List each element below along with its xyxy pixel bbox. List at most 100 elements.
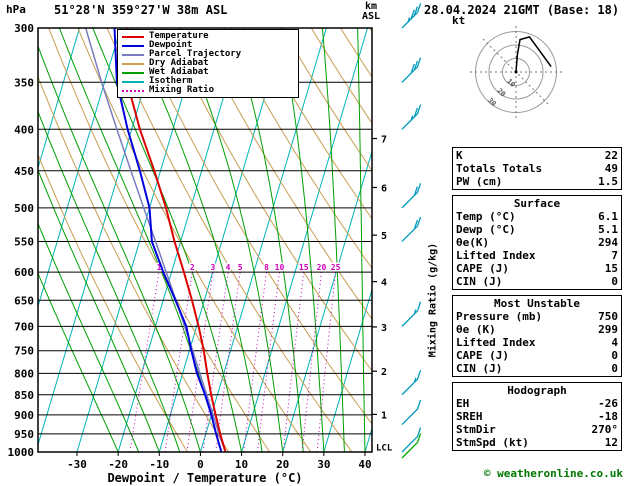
hodograph-ring-label: 30 bbox=[486, 96, 498, 108]
pressure-tick-label: 350 bbox=[14, 76, 34, 89]
legend-swatch bbox=[122, 80, 144, 83]
metric-value: 15 bbox=[604, 262, 618, 275]
mixing-ratio-label: 1 bbox=[157, 263, 162, 272]
pressure-tick-label: 650 bbox=[14, 294, 34, 307]
pressure-tick-label: 850 bbox=[14, 389, 34, 402]
temperature-curve bbox=[125, 28, 227, 452]
panel-row-sreh: SREH -18 bbox=[456, 410, 618, 423]
metric-value: 0 bbox=[611, 275, 618, 288]
panel-row-cape-j-: CAPE (J) 0 bbox=[456, 349, 618, 362]
legend-item-parcel-trajectory: Parcel Trajectory bbox=[122, 50, 294, 59]
mixing-ratio-label: 8 bbox=[264, 263, 269, 272]
km-axis-unit: km bbox=[365, 1, 378, 12]
metric-label: StmDir bbox=[456, 423, 496, 436]
panel-row-totals-totals: Totals Totals 49 bbox=[456, 162, 618, 175]
legend-swatch bbox=[122, 89, 144, 92]
km-tick-label: 2 bbox=[381, 367, 387, 378]
metric-label: Dewp (°C) bbox=[456, 223, 516, 236]
panel-row-pressure-mb-: Pressure (mb) 750 bbox=[456, 310, 618, 323]
pressure-tick-label: 450 bbox=[14, 165, 34, 178]
panel-row-cin-j-: CIN (J) 0 bbox=[456, 362, 618, 375]
pressure-tick-label: 300 bbox=[14, 22, 34, 35]
wind-barb bbox=[401, 104, 422, 130]
mixing-ratio-label: 10 bbox=[275, 263, 285, 272]
temp-tick-label: 20 bbox=[276, 458, 289, 471]
km-axis-label: km ASL bbox=[362, 2, 380, 22]
metric-label: θe(K) bbox=[456, 236, 490, 249]
metric-value: 294 bbox=[598, 236, 618, 249]
pressure-tick-label: 400 bbox=[14, 123, 34, 136]
temp-tick-label: 40 bbox=[358, 458, 371, 471]
mixing-ratio-line bbox=[256, 272, 280, 452]
temp-tick-label: -10 bbox=[149, 458, 169, 471]
mixing-ratio-axis-label: Mixing Ratio (g/kg) bbox=[427, 242, 439, 358]
legend-item-temperature: Temperature bbox=[122, 32, 294, 41]
sounding-curves bbox=[84, 28, 227, 452]
isotherm-line bbox=[117, 28, 245, 452]
pressure-tick-label: 700 bbox=[14, 320, 34, 333]
metric-value: 0 bbox=[611, 349, 618, 362]
legend-label: Mixing Ratio bbox=[149, 85, 215, 95]
hodograph-ring-label: 20 bbox=[495, 87, 507, 99]
metric-label: Totals Totals bbox=[456, 162, 543, 175]
metric-label: EH bbox=[456, 397, 470, 410]
isotherm-line bbox=[282, 149, 372, 452]
panel-section-title: Most Unstable bbox=[493, 297, 581, 310]
legend-item-mixing-ratio: Mixing Ratio bbox=[122, 86, 294, 95]
dry-adiabat-line bbox=[252, 28, 372, 220]
temp-tick-label: -20 bbox=[108, 458, 128, 471]
pressure-tick-label: 900 bbox=[14, 409, 34, 422]
isotherm-line bbox=[38, 28, 122, 309]
wind-barb bbox=[401, 399, 422, 426]
mixing-ratio-label: 25 bbox=[331, 263, 341, 272]
legend-label: Wet Adiabat bbox=[149, 67, 209, 77]
hodograph-ring bbox=[502, 58, 530, 86]
legend-label: Dry Adiabat bbox=[149, 58, 209, 68]
mixing-ratio-label: 15 bbox=[299, 263, 309, 272]
mixing-ratio-line bbox=[282, 272, 305, 452]
metric-value: 750 bbox=[598, 310, 618, 323]
panel-row-cape-j-: CAPE (J) 15 bbox=[456, 262, 618, 275]
legend-item-dewpoint: Dewpoint bbox=[122, 41, 294, 50]
panel-row-cin-j-: CIN (J) 0 bbox=[456, 275, 618, 288]
mixing-ratio-line bbox=[202, 272, 229, 452]
plot-border bbox=[37, 27, 373, 453]
pressure-tick-label: 500 bbox=[14, 202, 34, 215]
km-tick-label: 1 bbox=[381, 410, 387, 421]
metric-label: StmSpd (kt) bbox=[456, 436, 529, 449]
legend-item-dry-adiabat: Dry Adiabat bbox=[122, 59, 294, 68]
isotherm-line bbox=[158, 28, 286, 452]
panel-row-stmdir: StmDir 270° bbox=[456, 423, 618, 436]
legend-swatch bbox=[122, 44, 144, 47]
indices-panel: K 22 Totals Totals 49 PW (cm) 1.5 Surface Temp … bbox=[452, 147, 622, 456]
wind-barb bbox=[401, 427, 422, 453]
temp-tick-label: -30 bbox=[67, 458, 87, 471]
legend-swatch bbox=[122, 62, 144, 65]
mixing-ratio-line bbox=[243, 272, 267, 452]
metric-value: -18 bbox=[598, 410, 618, 423]
km-tick-label: 6 bbox=[381, 183, 387, 194]
pressure-axis-unit: hPa bbox=[6, 3, 26, 16]
panel-section-title: Surface bbox=[513, 197, 561, 210]
wind-barb bbox=[401, 216, 422, 242]
legend-swatch bbox=[122, 71, 144, 74]
wind-barb bbox=[401, 301, 422, 327]
mixing-ratio-line bbox=[129, 272, 160, 452]
metric-label: CAPE (J) bbox=[456, 262, 509, 275]
metric-label: CIN (J) bbox=[456, 275, 503, 288]
legend-label: Dewpoint bbox=[149, 40, 193, 50]
panel-row-dewp-c-: Dewp (°C) 5.1 bbox=[456, 223, 618, 236]
legend-swatch bbox=[122, 53, 144, 56]
pressure-tick-label: 550 bbox=[14, 235, 34, 248]
isotherm-line bbox=[38, 28, 163, 447]
legend-label: Isotherm bbox=[149, 76, 193, 86]
metric-value: 22 bbox=[604, 149, 618, 162]
metric-value: 299 bbox=[598, 323, 618, 336]
wind-barb bbox=[401, 433, 422, 459]
metric-value: -26 bbox=[598, 397, 618, 410]
metric-label: CIN (J) bbox=[456, 362, 503, 375]
pressure-tick-label: 750 bbox=[14, 345, 34, 358]
metric-value: 4 bbox=[611, 336, 618, 349]
